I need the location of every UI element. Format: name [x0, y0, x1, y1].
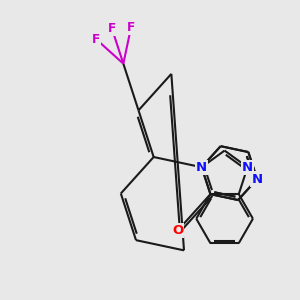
Text: N: N — [242, 161, 253, 174]
Text: N: N — [196, 161, 207, 174]
Text: F: F — [108, 22, 116, 35]
Text: N: N — [196, 161, 207, 174]
Text: O: O — [172, 224, 183, 237]
Text: F: F — [92, 32, 100, 46]
Text: F: F — [127, 21, 135, 34]
Text: N: N — [251, 172, 263, 185]
